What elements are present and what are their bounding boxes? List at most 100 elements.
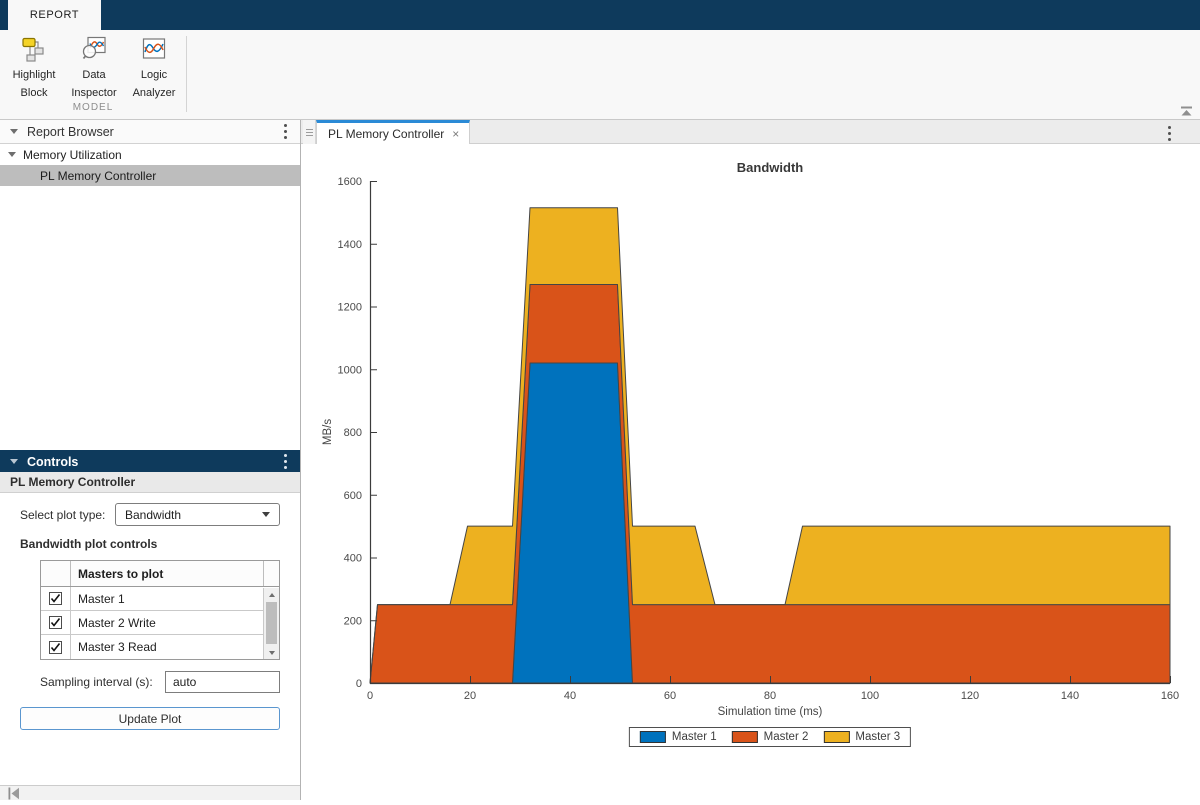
document-menu-icon[interactable]	[1168, 125, 1171, 142]
legend-swatch	[731, 731, 758, 743]
masters-column-header: Masters to plot	[78, 566, 164, 581]
y-axis-label: MB/s	[322, 419, 334, 445]
master-label: Master 1	[78, 591, 125, 606]
plot-type-label: Select plot type:	[20, 508, 106, 522]
legend-label: Master 1	[671, 731, 717, 743]
svg-text:400: 400	[344, 553, 362, 565]
plot-type-dropdown[interactable]: Bandwidth	[115, 503, 280, 526]
logic-analyzer-button[interactable]: Logic Analyzer	[124, 35, 184, 101]
tree-expand-icon[interactable]	[8, 152, 16, 157]
chart-canvas-area: 0 20 40 60 80 100 120 140 160 0 200 400 600 800 1000 12…	[301, 144, 1200, 800]
top-banner: REPORT	[0, 0, 1200, 30]
document-tab-label: PL Memory Controller	[328, 126, 445, 141]
plot-type-value: Bandwidth	[125, 507, 182, 522]
tree-item-label: PL Memory Controller	[40, 168, 157, 183]
svg-text:40: 40	[564, 690, 576, 702]
chart-title: Bandwidth	[737, 160, 803, 175]
tree-node-label: Memory Utilization	[23, 147, 122, 162]
bandwidth-controls-heading: Bandwidth plot controls	[20, 537, 158, 551]
svg-text:1400: 1400	[338, 239, 362, 251]
highlight-block-icon	[22, 37, 44, 62]
master-checkbox[interactable]	[49, 616, 62, 629]
svg-text:0: 0	[356, 678, 362, 690]
svg-text:20: 20	[464, 690, 476, 702]
x-axis-label: Simulation time (ms)	[718, 706, 823, 718]
ribbon-divider	[186, 36, 187, 112]
update-plot-button[interactable]: Update Plot	[20, 707, 280, 730]
masters-table-row: Master 1	[41, 587, 263, 611]
legend-swatch	[639, 731, 666, 743]
svg-text:120: 120	[961, 690, 979, 702]
masters-to-plot-table: Masters to plot Master 1 Master 2 Write Ma…	[40, 560, 280, 660]
chevron-down-icon	[262, 512, 270, 517]
chart-legend: Master 1 Master 2 Master 3	[628, 727, 912, 747]
ribbon-button-label: Highlight Block	[12, 69, 56, 99]
ribbon-button-label: Data Inspector	[71, 69, 117, 99]
master-checkbox[interactable]	[49, 640, 62, 654]
tree-node-memory-utilization[interactable]: Memory Utilization	[0, 144, 300, 165]
scroll-down-icon[interactable]	[264, 646, 279, 659]
svg-text:1200: 1200	[338, 302, 362, 314]
scroll-up-icon[interactable]	[264, 588, 279, 601]
legend-item: Master 1	[639, 731, 717, 743]
ribbon-section-label: MODEL	[72, 102, 114, 113]
ribbon-button-label: Logic Analyzer	[132, 69, 176, 99]
sampling-interval-input[interactable]	[165, 671, 280, 693]
highlight-block-button[interactable]: Highlight Block	[4, 35, 64, 101]
master-label: Master 2 Write	[78, 615, 156, 630]
sidebar-status-strip	[0, 785, 300, 800]
area-series-master-2	[369, 284, 1171, 684]
report-browser-menu-icon[interactable]	[284, 123, 287, 140]
controls-title: Controls	[27, 454, 79, 469]
svg-text:800: 800	[344, 427, 362, 439]
legend-swatch	[823, 731, 850, 743]
report-browser-header[interactable]: Report Browser	[0, 120, 300, 144]
area-series-master-3	[369, 207, 1171, 684]
svg-text:1000: 1000	[338, 364, 362, 376]
logic-analyzer-icon	[142, 38, 166, 59]
tab-drag-handle-icon[interactable]	[303, 120, 316, 144]
svg-text:600: 600	[344, 490, 362, 502]
ribbon-toolbar: Highlight Block Data Inspector Logic Ana…	[0, 30, 1200, 120]
masters-table-row: Master 3 Read	[41, 635, 263, 659]
controls-subtitle: PL Memory Controller	[0, 472, 300, 493]
legend-label: Master 3	[855, 731, 901, 743]
collapse-triangle-icon[interactable]	[10, 129, 18, 134]
document-tab-pl-memory-controller[interactable]: PL Memory Controller ×	[316, 120, 471, 144]
svg-text:1600: 1600	[338, 176, 362, 188]
document-tab-strip: PL Memory Controller ×	[301, 120, 1200, 144]
close-tab-icon[interactable]: ×	[452, 126, 460, 141]
tree-item-pl-memory-controller[interactable]: PL Memory Controller	[0, 165, 300, 186]
bandwidth-chart: 0 20 40 60 80 100 120 140 1600200400600800100012…	[322, 160, 1179, 718]
legend-label: Master 2	[763, 731, 809, 743]
sampling-interval-label: Sampling interval (s):	[40, 675, 153, 689]
left-sidebar: Report Browser Memory Utilization PL Mem…	[0, 120, 301, 800]
legend-item: Master 3	[823, 731, 900, 743]
masters-table-header: Masters to plot	[41, 561, 279, 587]
master-checkbox[interactable]	[49, 592, 62, 605]
svg-text:160: 160	[1161, 690, 1179, 702]
collapse-ribbon-icon	[1181, 106, 1192, 116]
collapse-ribbon-button[interactable]	[1180, 104, 1193, 122]
data-inspector-icon	[82, 36, 106, 60]
collapse-panel-icon[interactable]	[7, 787, 21, 800]
master-label: Master 3 Read	[78, 640, 157, 654]
svg-text:60: 60	[664, 690, 676, 702]
report-browser-title: Report Browser	[27, 124, 114, 139]
controls-header[interactable]: Controls	[0, 450, 300, 474]
svg-text:0: 0	[367, 690, 373, 702]
data-inspector-button[interactable]: Data Inspector	[64, 35, 124, 101]
document-area: PL Memory Controller × 0 20 40 60 80 100 120 14…	[301, 120, 1200, 800]
collapse-triangle-icon[interactable]	[10, 459, 18, 464]
legend-item: Master 2	[731, 731, 809, 743]
svg-text:80: 80	[764, 690, 776, 702]
svg-text:200: 200	[344, 615, 362, 627]
controls-menu-icon[interactable]	[284, 453, 287, 470]
svg-text:100: 100	[861, 690, 879, 702]
masters-table-row: Master 2 Write	[41, 611, 263, 635]
ribbon-tab-report[interactable]: REPORT	[8, 0, 101, 30]
checkbox-column-header	[41, 561, 71, 586]
scrollbar-thumb[interactable]	[266, 602, 277, 644]
svg-text:140: 140	[1061, 690, 1079, 702]
table-scrollbar[interactable]	[263, 588, 279, 659]
